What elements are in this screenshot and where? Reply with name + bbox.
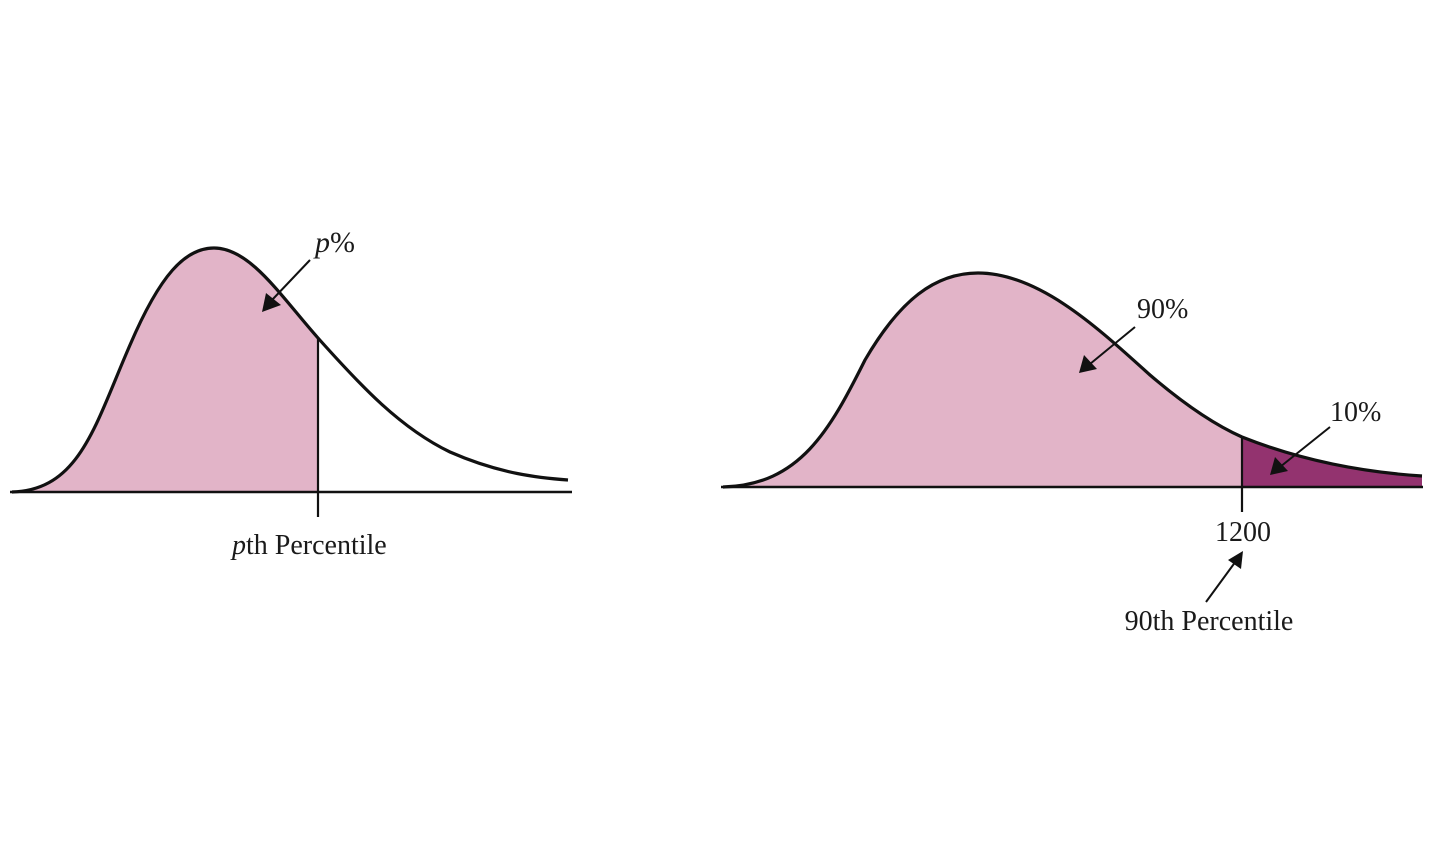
left-area-arrowhead: [262, 293, 281, 312]
left-area-arrow-line: [271, 259, 311, 301]
right-tail-shaded-area: [1242, 437, 1422, 487]
right-percentile-label: 90th Percentile: [1125, 606, 1294, 637]
left-percentile-label: pth Percentile: [230, 530, 387, 561]
right-main-area-label: 90%: [1137, 294, 1188, 325]
left-area-label: p%: [313, 226, 355, 259]
right-tail-arrowhead: [1270, 457, 1288, 475]
right-percentile-arrow-line: [1205, 560, 1237, 603]
right-main-arrow-line: [1089, 326, 1136, 365]
right-percentile-arrowhead: [1228, 551, 1243, 569]
right-percentile-diagram: 90% 10% 1200 90th Percentile: [721, 271, 1423, 637]
left-percentile-diagram: p% pth Percentile: [10, 226, 572, 561]
right-main-arrowhead: [1079, 355, 1097, 373]
right-main-shaded-area: [723, 273, 1242, 487]
right-cut-value-label: 1200: [1215, 517, 1271, 548]
right-density-curve: [722, 271, 1423, 489]
right-tail-arrow-line: [1279, 426, 1331, 468]
left-density-curve: [11, 246, 569, 494]
left-shaded-area: [12, 248, 318, 492]
right-tail-area-label: 10%: [1330, 397, 1381, 428]
